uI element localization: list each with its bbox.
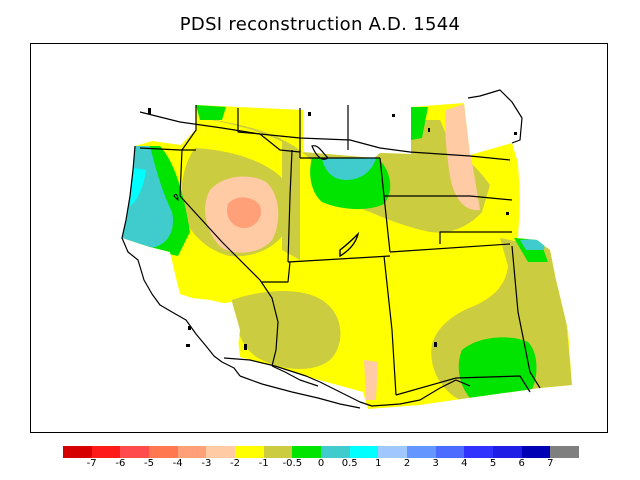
island-1 [148,108,151,114]
colorbar-tick-label: -1 [258,458,269,469]
island-2 [308,112,311,116]
border-nevada-utah [287,149,293,263]
border-dakota-nebraska [384,195,513,201]
colorbar-swatch [177,446,207,458]
colorbar-tick-label: 1 [375,458,382,469]
colorbar-tick-label: -2 [230,458,240,469]
colorbar-swatch [120,446,150,458]
coastline-baja [239,375,361,409]
island-5 [514,132,517,135]
border-us-canada [139,111,511,161]
border-montana-idaho [237,108,301,153]
colorbar-swatch [292,446,322,458]
zone-teal-wyoming [322,158,376,180]
colorbar-tick-label: 0 [317,458,325,469]
zone-green-texas [458,337,537,398]
colorbar-tick-label: -0.5 [282,458,303,469]
border-texas-panhandle [455,375,531,393]
border-canada-east [467,89,523,144]
colorbar-tick-label: 4 [461,458,468,469]
island-10 [434,342,437,347]
colorbar-tick-label: -3 [201,458,212,469]
colorbar [63,446,580,458]
zone-green-montana [196,105,226,120]
colorbar-tick-label: 5 [489,458,497,469]
colorbar-tick-label: 7 [547,458,554,469]
colorbar-tick-label: -5 [144,458,154,469]
zone-olive-southwest [232,290,341,370]
colorbar-swatch [521,446,551,458]
border-idaho-west [179,105,197,197]
zone-peach-dakota [445,104,480,211]
border-oklahoma [511,245,541,389]
island-9 [244,344,247,350]
map-title: PDSI reconstruction A.D. 1544 [179,14,461,35]
yellowstone-lake [311,145,329,160]
map-frame [30,43,608,433]
colorbar-swatch [63,446,92,458]
colorbar-swatch [321,446,350,458]
coastline-west [121,145,241,377]
colorbar-swatch [493,446,522,458]
colorbar-swatch [235,446,264,458]
colorbar-labels: -7 -6 -5 -4 -3 -2 -1 -0.5 0 0.5 1 2 3 4 5 6 7 [0,458,640,474]
lake-tahoe [173,193,179,202]
coastline-gulf [271,365,319,387]
border-oregon-north [139,147,196,151]
colorbar-tick-label: -6 [115,458,126,469]
zone-orange-nevada [226,197,262,228]
colorbar-swatch [91,446,121,458]
colorbar-swatch [378,446,408,458]
island-6 [506,212,509,215]
border-nebraska-south [439,231,512,244]
colorbar-tick-label: -7 [86,458,97,469]
island-8 [186,344,190,347]
colorbar-swatch [206,446,236,458]
zone-green-north-dakota [411,107,428,140]
colorbar-tick-label: 0.5 [341,458,358,469]
zone-olive-nevada-east [282,140,300,260]
island-4 [428,128,430,132]
colorbar-swatch [407,446,436,458]
colorbar-tick-label: 6 [518,458,525,469]
colorbar-tick-label: -4 [172,458,183,469]
colorbar-swatch [149,446,178,458]
great-salt-lake [339,231,360,258]
colorbar-swatch [464,446,494,458]
border-four-corners-vertical [383,255,397,396]
border-new-mexico-east [395,377,457,396]
colorbar-swatch [263,446,293,458]
border-colorado-east [389,243,511,253]
border-utah-south [287,255,391,263]
island-3 [392,114,395,117]
border-california-nevada [179,195,279,367]
island-7 [188,326,191,330]
colorbar-swatch [349,446,379,458]
colorbar-tick-label: 3 [432,458,439,469]
zone-peach-arizona [364,360,378,400]
colorbar-swatch [550,446,580,458]
border-nevada-arizona [262,261,291,283]
colorbar-tick-label: 2 [403,458,411,469]
zone-cyan-coast [130,168,146,206]
colorbar-swatch [435,446,465,458]
border-us-mexico [223,357,471,407]
